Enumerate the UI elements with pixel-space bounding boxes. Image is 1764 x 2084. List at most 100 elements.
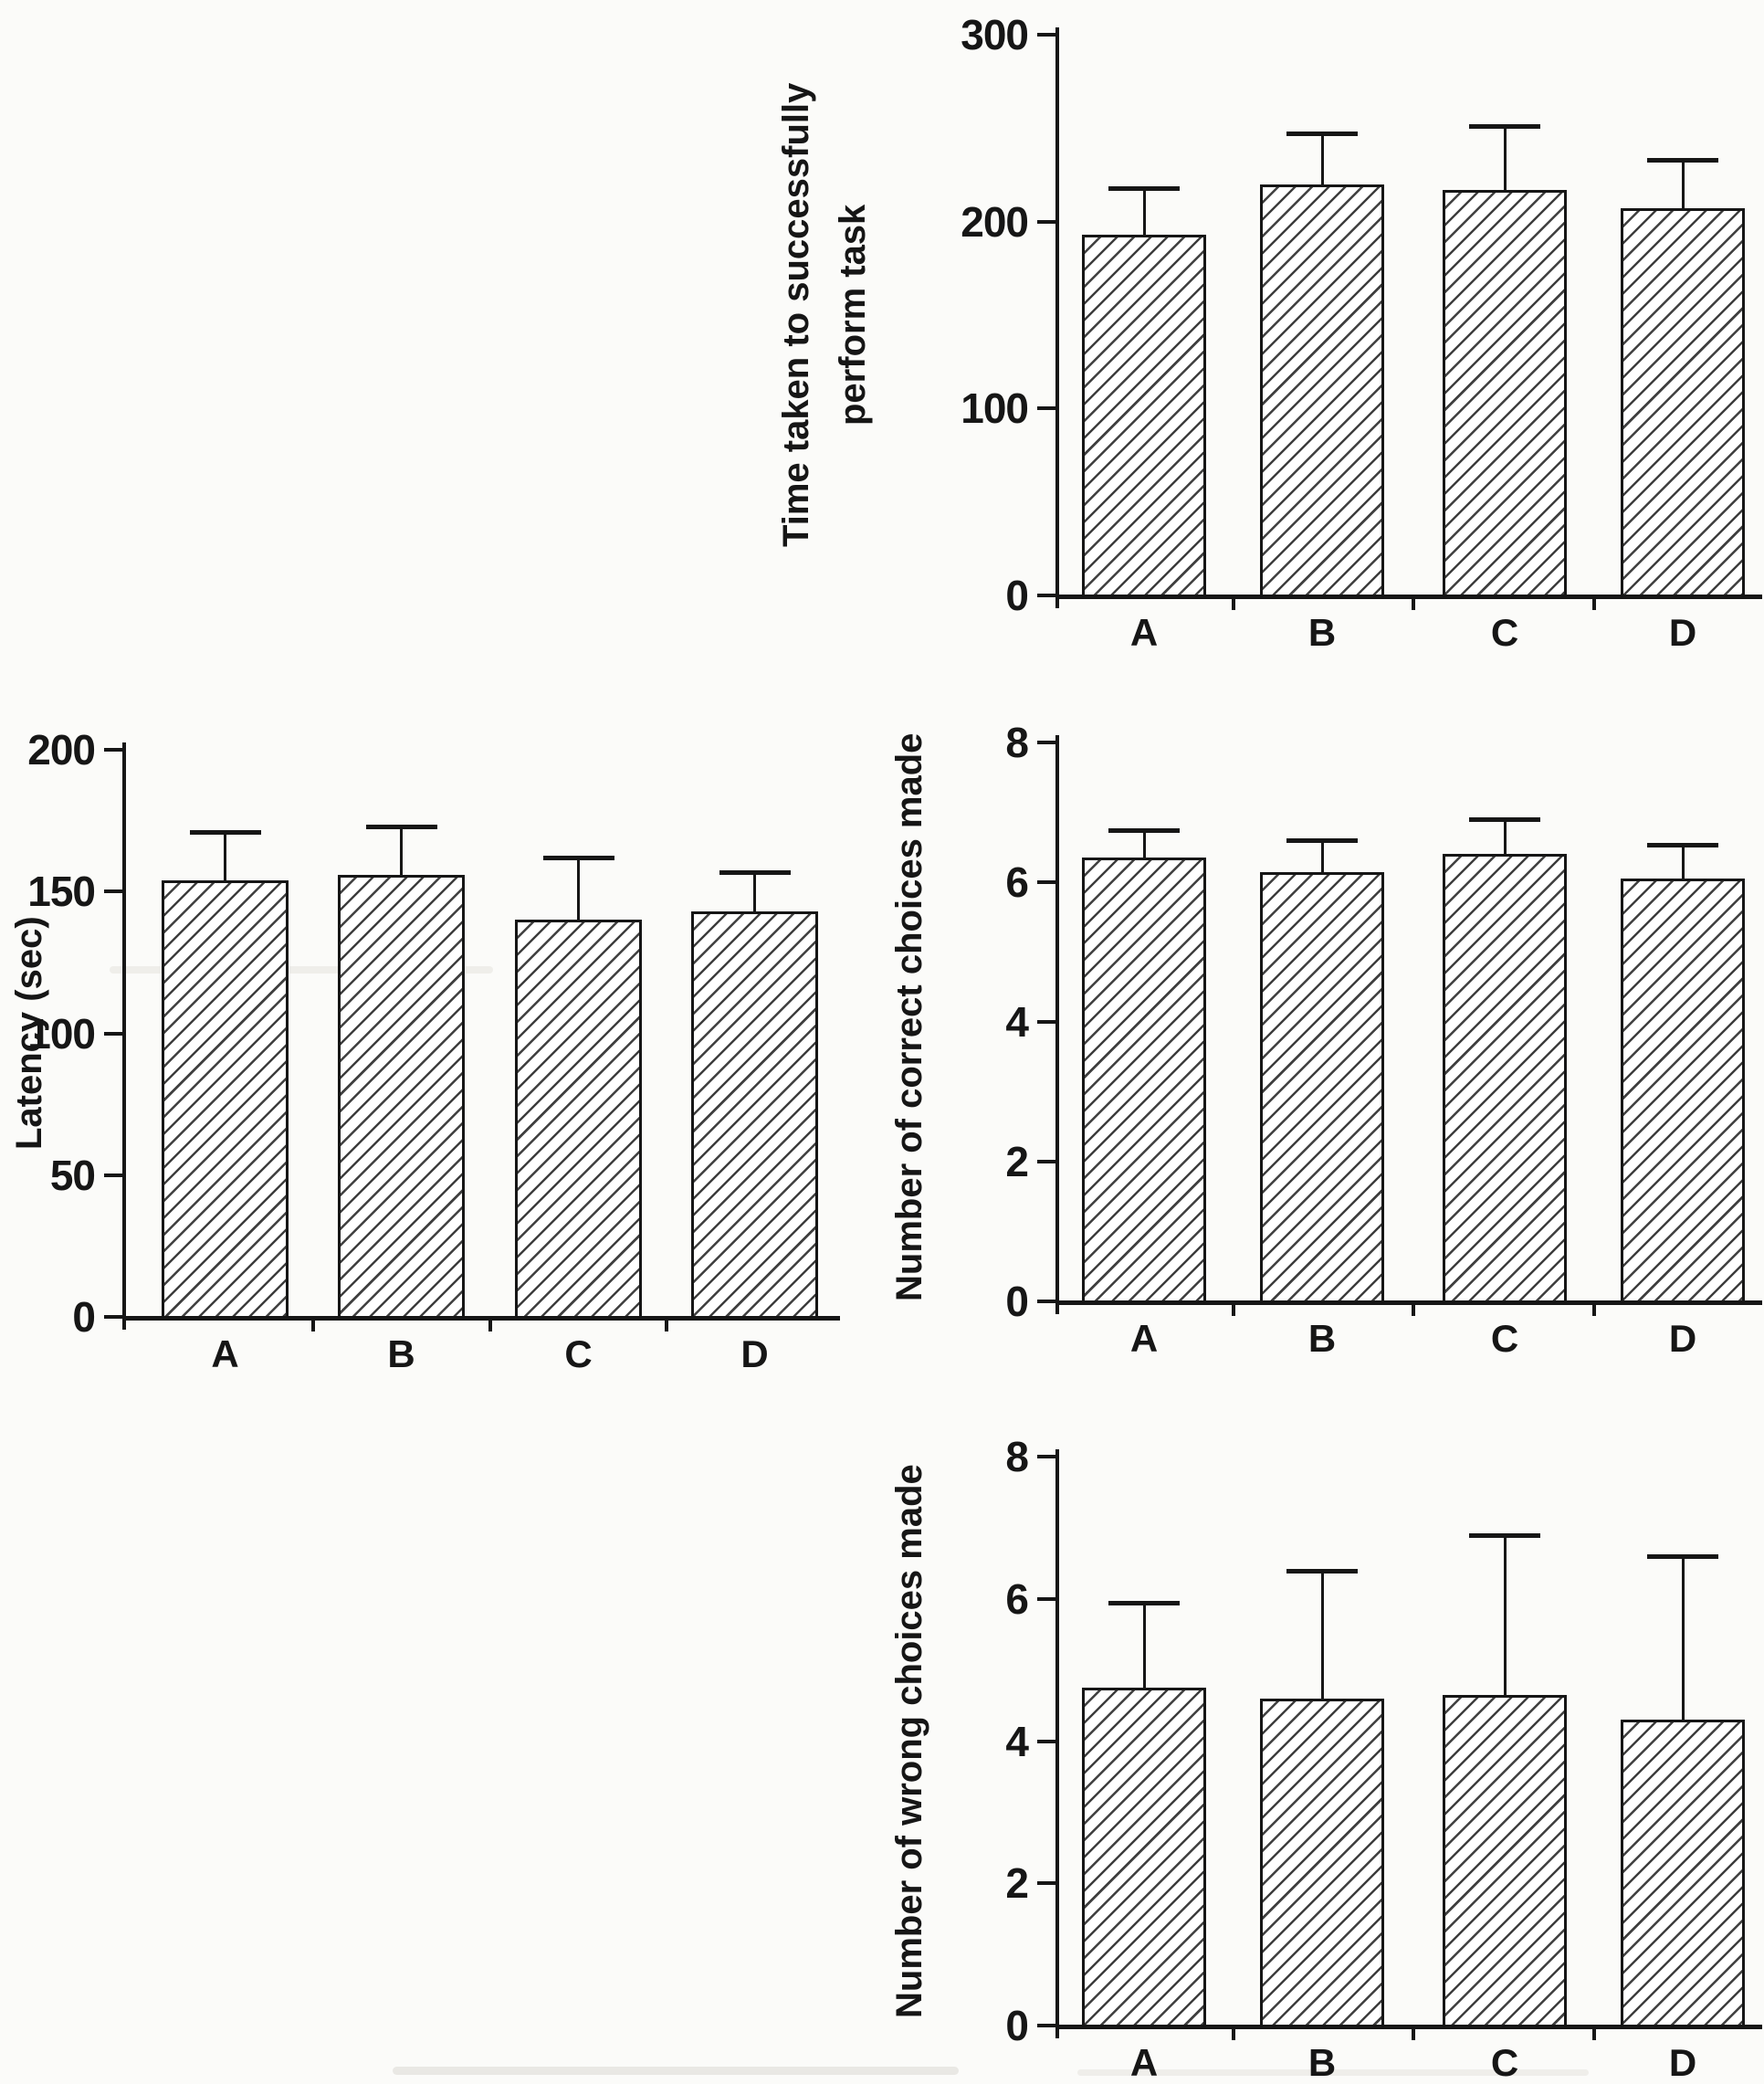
error-bar-stem xyxy=(224,832,226,882)
x-axis xyxy=(122,1316,840,1321)
error-bar-stem xyxy=(1503,1534,1507,1697)
error-bar-cap xyxy=(1286,132,1358,137)
error-bar-cap xyxy=(1469,817,1540,823)
y-axis-tick xyxy=(1037,406,1055,411)
y-tick-label: 2 xyxy=(1005,1138,1029,1185)
x-axis-tick xyxy=(1231,1304,1235,1316)
y-tick-label: 200 xyxy=(27,726,96,774)
x-category-label: C xyxy=(564,1332,593,1375)
y-tick-label: 6 xyxy=(1005,1574,1029,1623)
y-axis xyxy=(1055,1449,1059,2038)
x-category-label: B xyxy=(1307,1317,1337,1360)
x-axis-tick xyxy=(1231,598,1235,610)
error-bar-stem xyxy=(1503,819,1507,857)
y-tick-label: 200 xyxy=(961,197,1029,246)
bar-A xyxy=(162,879,289,1319)
error-bar-cap xyxy=(1469,1532,1540,1538)
x-category-label: A xyxy=(1129,611,1159,654)
x-category-label: C xyxy=(1490,2041,1519,2084)
x-axis xyxy=(1055,595,1762,599)
bar-A xyxy=(1082,858,1206,1303)
scan-artifact xyxy=(110,966,493,974)
y-axis-tick xyxy=(1037,219,1055,224)
scan-artifact xyxy=(1077,2069,1589,2076)
x-axis-tick xyxy=(311,1320,315,1331)
error-bar-cap xyxy=(365,824,437,829)
error-bar-cap xyxy=(1286,1568,1358,1574)
bar-D xyxy=(1621,208,1745,597)
error-bar-stem xyxy=(1320,133,1324,186)
x-category-label: B xyxy=(387,1332,415,1375)
x-axis-tick xyxy=(1412,598,1415,610)
x-category-label: B xyxy=(1307,611,1337,654)
bar-C xyxy=(1443,1694,1567,2027)
x-category-label: D xyxy=(740,1332,769,1375)
y-axis-tick xyxy=(1037,2024,1055,2027)
error-bar-stem xyxy=(1320,1570,1324,1700)
y-tick-label: 0 xyxy=(72,1293,96,1341)
y-tick-label: 100 xyxy=(27,1009,96,1058)
y-tick-label: 6 xyxy=(1005,858,1029,906)
x-category-label: C xyxy=(1490,611,1519,654)
bar-C xyxy=(1443,189,1567,597)
x-category-label: A xyxy=(1129,1317,1159,1360)
bar-D xyxy=(1621,879,1745,1303)
error-bar-stem xyxy=(1142,187,1146,237)
x-axis-tick xyxy=(1591,2028,1596,2040)
x-axis-tick xyxy=(1591,598,1596,610)
error-bar-cap xyxy=(1469,124,1540,130)
x-axis-tick xyxy=(1231,2028,1235,2040)
x-axis-tick xyxy=(1591,1304,1596,1316)
x-category-label: A xyxy=(1129,2041,1159,2084)
y-tick-label: 8 xyxy=(1005,1433,1029,1480)
x-axis-tick xyxy=(1412,1304,1415,1316)
error-bar-cap xyxy=(1647,1554,1718,1560)
y-axis-tick xyxy=(1037,1881,1055,1886)
y-tick-label: 4 xyxy=(1005,1717,1029,1765)
error-bar-cap xyxy=(1647,843,1718,848)
x-category-label: D xyxy=(1668,2041,1697,2084)
error-bar-stem xyxy=(1503,126,1507,192)
y-axis-tick xyxy=(1037,594,1055,597)
y-axis-tick xyxy=(1037,741,1055,744)
bar-B xyxy=(338,874,465,1319)
error-bar-stem xyxy=(1681,160,1685,211)
y-tick-label: 4 xyxy=(1005,998,1029,1046)
y-axis-tick xyxy=(1037,1020,1055,1024)
x-category-label: A xyxy=(211,1332,239,1375)
error-bar-stem xyxy=(400,826,403,877)
scan-artifact xyxy=(393,2067,959,2075)
y-tick-label: 0 xyxy=(1005,572,1029,619)
error-bar-cap xyxy=(1286,838,1358,844)
y-axis-tick xyxy=(1037,1739,1055,1743)
y-axis-tick xyxy=(104,1315,122,1319)
y-tick-label: 8 xyxy=(1005,719,1029,766)
y-axis xyxy=(1055,735,1059,1314)
error-bar-cap xyxy=(1108,1600,1180,1605)
x-axis xyxy=(1055,1300,1762,1305)
bar-B xyxy=(1260,871,1384,1303)
y-axis-tick xyxy=(1037,880,1055,884)
y-axis-tick xyxy=(1037,1300,1055,1303)
y-tick-label: 0 xyxy=(1005,1278,1029,1325)
x-category-label: C xyxy=(1490,1317,1519,1360)
y-tick-label: 2 xyxy=(1005,1859,1029,1908)
bar-D xyxy=(1621,1720,1745,2027)
y-axis-tick xyxy=(104,748,122,752)
x-axis-tick xyxy=(665,1320,668,1331)
y-axis xyxy=(1055,27,1059,608)
bar-D xyxy=(691,910,818,1319)
bar-C xyxy=(1443,854,1567,1303)
y-axis-tick xyxy=(104,1173,122,1177)
y-axis-tick xyxy=(104,889,122,894)
error-bar-stem xyxy=(1320,840,1324,874)
bar-A xyxy=(1082,234,1206,597)
error-bar-cap xyxy=(542,855,614,860)
y-axis-tick xyxy=(1037,1160,1055,1163)
y-tick-label: 50 xyxy=(49,1151,96,1199)
